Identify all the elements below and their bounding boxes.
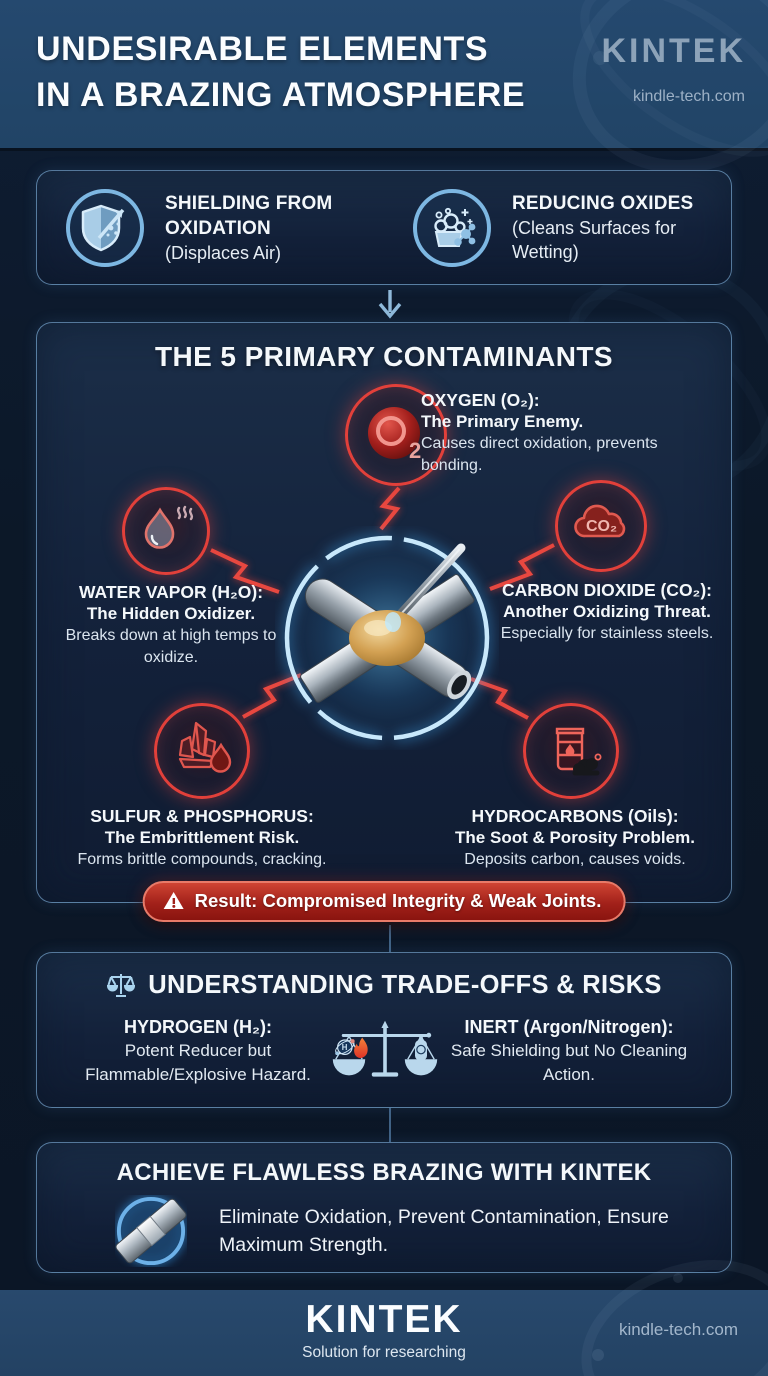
shielding-item: SHIELDING FROM OXIDATION (Displaces Air) xyxy=(63,186,384,270)
sulfur-phosphorus-icon xyxy=(154,703,250,799)
cta-card: ACHIEVE FLAWLESS BRAZING WITH KINTEK xyxy=(36,1142,732,1273)
contaminants-title: THE 5 PRIMARY CONTAMINANTS xyxy=(155,341,613,372)
cta-title: ACHIEVE FLAWLESS BRAZING WITH KINTEK xyxy=(116,1159,652,1186)
reducing-title: REDUCING OXIDES xyxy=(512,193,694,214)
shield-deflect-icon xyxy=(66,188,144,267)
oxygen-subtitle: The Primary Enemy. xyxy=(421,412,584,431)
reducing-item: REDUCING OXIDES (Cleans Surfaces for Wet… xyxy=(384,186,705,270)
sulfur-phosphorus-text: SULFUR & PHOSPHORUS: The Embrittlement R… xyxy=(55,805,349,871)
sulfur-phosphorus-title: SULFUR & PHOSPHORUS: xyxy=(90,806,314,826)
shielding-title: SHIELDING FROM OXIDATION xyxy=(165,192,333,239)
inert-title: INERT (Argon/Nitrogen): xyxy=(464,1017,674,1037)
cta-description: Eliminate Oxidation, Prevent Contaminati… xyxy=(219,1206,669,1256)
result-banner-text: Result: Compromised Integrity & Weak Joi… xyxy=(194,890,602,911)
co2-symbol: CO₂ xyxy=(586,518,617,535)
shielding-text: SHIELDING FROM OXIDATION (Displaces Air) xyxy=(165,191,384,265)
water-vapor-title: WATER VAPOR (H₂O): xyxy=(78,582,264,602)
carbon-dioxide-icon: CO₂ xyxy=(555,480,647,572)
hydrocarbons-title: HYDROCARBONS (Oils): xyxy=(471,806,679,826)
scale-icon xyxy=(107,974,136,997)
cta-row: Eliminate Oxidation, Prevent Contaminati… xyxy=(115,1195,719,1267)
footer-brand-logo: KINTEK xyxy=(305,1298,463,1341)
brand-logo: KINTEK xyxy=(601,32,746,70)
sulfur-phosphorus-description: Forms brittle compounds, cracking. xyxy=(77,851,327,868)
shielding-subtitle: (Displaces Air) xyxy=(165,242,282,263)
contaminants-card: THE 5 PRIMARY CONTAMINANTS xyxy=(36,322,732,922)
reducing-text: REDUCING OXIDES (Cleans Surfaces for Wet… xyxy=(512,191,705,264)
hydrogen-atom-symbol: H xyxy=(342,1043,348,1052)
connector-line-2 xyxy=(389,1108,391,1142)
result-banner: Result: Compromised Integrity & Weak Joi… xyxy=(142,881,626,922)
balance-scale-illustration: H xyxy=(332,1020,438,1077)
brazed-joint-illustration xyxy=(283,534,491,742)
water-vapor-description: Breaks down at high temps to oxidize. xyxy=(65,627,277,666)
page-title-line2: IN A BRAZING ATMOSPHERE xyxy=(36,76,526,114)
oxygen-icon: 2 xyxy=(345,384,447,486)
footer-website-link[interactable]: kindle-tech.com xyxy=(618,1320,738,1339)
page-title-line1: UNDESIRABLE ELEMENTS xyxy=(36,30,489,68)
brazed-pipe-icon xyxy=(115,1196,187,1266)
carbon-dioxide-description: Especially for stainless steels. xyxy=(500,625,714,642)
carbon-dioxide-title: CARBON DIOXIDE (CO₂): xyxy=(502,580,712,600)
connector-line-1 xyxy=(389,925,391,952)
lightning-connectors xyxy=(210,486,555,720)
hydrogen-title: HYDROGEN (H₂): xyxy=(124,1017,272,1037)
cleaning-bubbles-icon xyxy=(413,188,491,267)
oxygen-title: OXYGEN (O₂): xyxy=(421,390,540,410)
hydrogen-description: Potent Reducer but Flammable/Explosive H… xyxy=(85,1041,311,1084)
tradeoffs-title: UNDERSTANDING TRADE-OFFS & RISKS xyxy=(148,970,662,999)
website-link[interactable]: kindle-tech.com xyxy=(632,88,745,105)
brazed-joint-hub xyxy=(275,526,499,750)
footer-tagline: Solution for researching xyxy=(302,1344,466,1361)
water-vapor-subtitle: The Hidden Oxidizer. xyxy=(86,604,256,623)
hydrocarbons-icon xyxy=(523,703,619,799)
oxygen-description: Causes direct oxidation, prevents bondin… xyxy=(421,435,658,474)
hydrocarbons-description: Deposits carbon, causes voids. xyxy=(464,851,686,868)
inert-description: Safe Shielding but No Cleaning Action. xyxy=(450,1041,688,1084)
hydrocarbons-text: HYDROCARBONS (Oils): The Soot & Porosity… xyxy=(433,805,717,871)
reducing-subtitle: (Cleans Surfaces for Wetting) xyxy=(512,218,677,262)
flow-down-arrow-icon xyxy=(378,290,402,319)
hydrocarbons-subtitle: The Soot & Porosity Problem. xyxy=(455,828,695,847)
carbon-dioxide-text: CARBON DIOXIDE (CO₂): Another Oxidizing … xyxy=(483,579,731,645)
tradeoffs-card: UNDERSTANDING TRADE-OFFS & RISKS HYDROGE… xyxy=(36,952,732,1108)
footer: KINTEK Solution for researching kindle-t… xyxy=(0,1260,768,1376)
inert-text: INERT (Argon/Nitrogen): Safe Shielding b… xyxy=(441,1015,697,1087)
purpose-card: SHIELDING FROM OXIDATION (Displaces Air) xyxy=(36,170,732,285)
header: UNDESIRABLE ELEMENTS IN A BRAZING ATMOSP… xyxy=(0,0,768,174)
hydrogen-text: HYDROGEN (H₂): Potent Reducer but Flamma… xyxy=(73,1015,323,1087)
oxygen-text: OXYGEN (O₂): The Primary Enemy. Causes d… xyxy=(421,389,701,477)
carbon-dioxide-subtitle: Another Oxidizing Threat. xyxy=(503,602,711,621)
tradeoffs-title-row: UNDERSTANDING TRADE-OFFS & RISKS xyxy=(37,970,731,1007)
sulfur-phosphorus-subtitle: The Embrittlement Risk. xyxy=(104,828,300,847)
header-atom-watermark xyxy=(572,0,768,174)
water-vapor-icon xyxy=(122,487,210,575)
warning-icon xyxy=(163,892,184,909)
page-title: UNDESIRABLE ELEMENTS IN A BRAZING ATMOSP… xyxy=(36,26,525,118)
water-vapor-text: WATER VAPOR (H₂O): The Hidden Oxidizer. … xyxy=(45,581,297,669)
svg-text:2: 2 xyxy=(409,438,421,463)
